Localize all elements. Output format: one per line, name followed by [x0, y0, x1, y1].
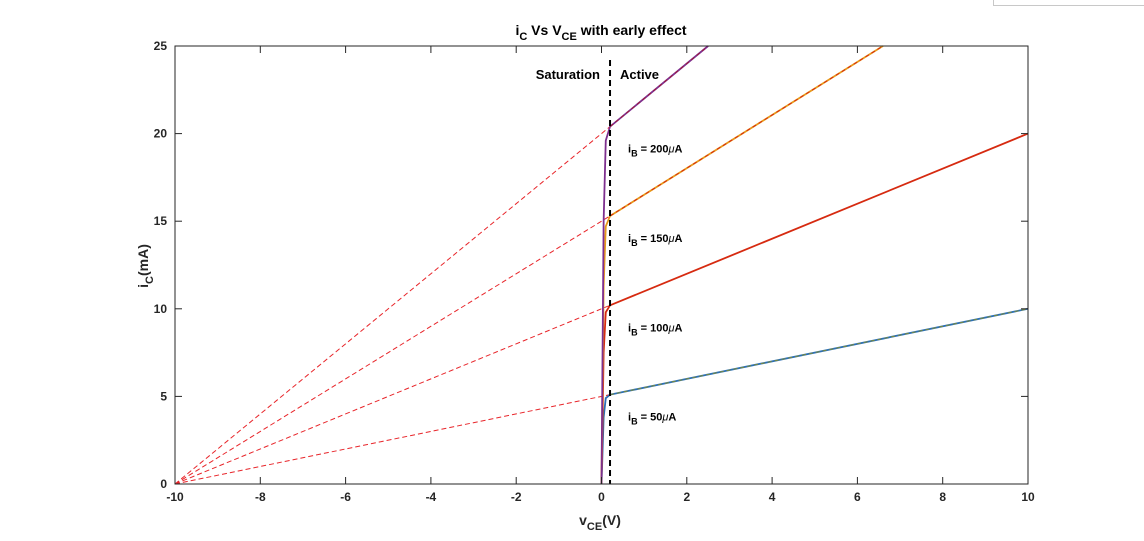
ib-label-2: iB = 100μA: [628, 322, 682, 337]
x-tick-label: 10: [1021, 490, 1035, 504]
ib-labels: iB = 50μA iB = 100μA iB = 150μA iB = 200μA: [628, 144, 682, 427]
x-tick-label: -8: [255, 490, 266, 504]
saturation-annotation: Saturation: [536, 67, 600, 82]
x-tick-label: -2: [511, 490, 522, 504]
extrapolation-line: [174, 215, 611, 485]
x-tick-label: 4: [769, 490, 776, 504]
series-overlay-1: [609, 308, 1029, 396]
x-tick-label: 2: [683, 490, 690, 504]
data-series: [600, 45, 1029, 485]
extrapolation-line: [174, 394, 611, 485]
y-axis-title: iC(mA): [135, 244, 156, 288]
y-tick-label: 20: [154, 127, 168, 141]
x-axis-title: vCE(V): [579, 512, 621, 533]
axis-ticks: -10 -8 -6 -4 -2 0 2 4 6 8 10 0 5 10 15 20 25: [154, 39, 1035, 504]
y-tick-label: 10: [154, 302, 168, 316]
series-overlay-4: [609, 45, 709, 127]
x-tick-label: 8: [939, 490, 946, 504]
ib-label-1: iB = 50μA: [628, 412, 676, 427]
extrapolation-line: [174, 304, 611, 485]
active-annotation: Active: [620, 67, 659, 82]
x-tick-label: 6: [854, 490, 861, 504]
y-tick-label: 25: [154, 39, 168, 53]
series-overlay-3: [609, 45, 884, 217]
figure-corner-box: [993, 0, 1144, 6]
y-tick-label: 0: [160, 477, 167, 491]
ib-label-4: iB = 200μA: [628, 144, 682, 159]
x-tick-label: -4: [426, 490, 437, 504]
x-tick-label: -10: [166, 490, 184, 504]
x-tick-label: 0: [598, 490, 605, 504]
y-tick-label: 15: [154, 214, 168, 228]
y-tick-label: 5: [160, 389, 167, 403]
x-tick-label: -6: [340, 490, 351, 504]
extrapolation-lines: [174, 126, 611, 485]
extrapolation-line: [174, 126, 611, 485]
chart-title: iC Vs VCE with early effect: [515, 22, 686, 43]
ib-label-3: iB = 150μA: [628, 233, 682, 248]
